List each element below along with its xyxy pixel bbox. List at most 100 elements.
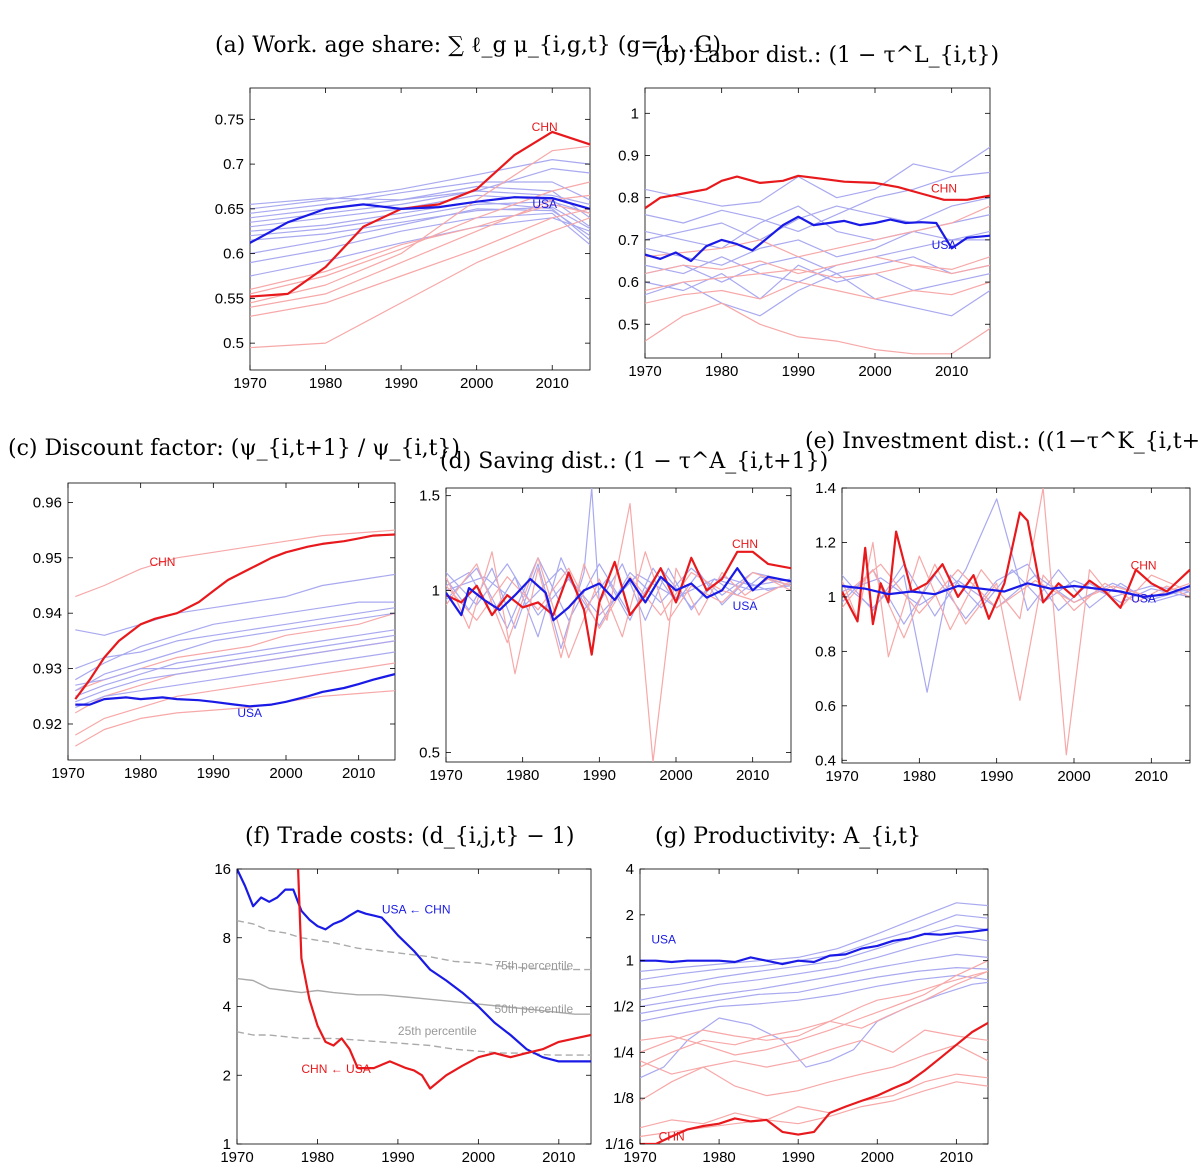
panel-c-label-usa: USA — [237, 706, 262, 720]
panel-g-series-chn — [640, 1021, 988, 1144]
panel-a-ytick-label: 0.75 — [215, 111, 244, 128]
panel-b-xtick-label: 1980 — [705, 363, 738, 380]
panel-c-series-group — [74, 529, 395, 747]
panel-a-series-usa_light-3 — [250, 194, 590, 228]
panel-g-xtick-label: 2000 — [861, 1149, 894, 1166]
panel-d-series-usa — [446, 567, 791, 622]
panel-b-ytick-label: 0.7 — [618, 232, 639, 249]
panel-d-series-china_light-9 — [446, 567, 791, 629]
panel-f-annotation-3: 50th percentile — [494, 1002, 573, 1016]
panel-b-ytick-label: 0.9 — [618, 148, 639, 165]
panel-a-xtick-label: 2010 — [536, 375, 569, 392]
panel-b-series-chn — [645, 174, 990, 210]
panel-f-annotation-2: 75th percentile — [494, 959, 573, 973]
panel-d-xtick-label: 2000 — [659, 767, 692, 784]
panel-d-ytick-label: 0.5 — [419, 744, 440, 761]
panel-f-xtick-label: 2010 — [542, 1149, 575, 1166]
panel-d: CHN USA 1970 1980 1990 2000 2010 0.5 1 1.5 — [419, 487, 792, 784]
panel-a-xtick-label: 1980 — [309, 375, 342, 392]
panel-f-ytick-label: 2 — [223, 1067, 231, 1084]
panel-a-ytick-label: 0.5 — [223, 335, 244, 352]
panel-e-series-usa — [842, 582, 1190, 598]
panel-a-series-usa_light-12 — [250, 217, 590, 277]
panel-g-series-china_light-13 — [640, 1073, 988, 1129]
panel-b-xtick-label: 1990 — [782, 363, 815, 380]
panel-c-series-usa_light-11 — [75, 640, 395, 703]
panel-d-xtick-label: 1980 — [506, 767, 539, 784]
panel-e-xtick-label: 1990 — [980, 768, 1013, 785]
panel-b-xtick-label: 2000 — [858, 363, 891, 380]
panel-g-xtick-label: 1980 — [702, 1149, 735, 1166]
panel-a-xtick-label: 2000 — [460, 375, 493, 392]
panel-e-series-group — [842, 488, 1190, 756]
panel-a-label-chn: CHN — [532, 120, 558, 134]
panel-g-series-usa_light-2 — [640, 902, 988, 972]
panel-f-series-25th-percentile — [237, 1031, 591, 1056]
panel-c: CHN USA 1970 1980 1990 2000 2010 0.92 0.93 0.94 0.… — [33, 482, 396, 782]
panel-e-series-china_light-7 — [842, 563, 1190, 701]
panel-e-ytick-label: 0.6 — [815, 698, 836, 715]
panel-a: CHN USA 1970 1980 1990 2000 2010 0.5 0.55 0.6 0.65… — [215, 87, 591, 392]
panel-e-ytick-label: 1 — [828, 589, 836, 606]
panel-e-xtick-label: 1980 — [903, 768, 936, 785]
panel-b-xtick-label: 1970 — [628, 363, 661, 380]
panel-d-series-chn — [446, 550, 791, 656]
panel-c-ytick-label: 0.95 — [33, 550, 62, 567]
panel-a-xtick-label: 1970 — [233, 375, 266, 392]
panel-f-xtick-label: 1970 — [220, 1149, 253, 1166]
panel-c-series-usa — [75, 673, 395, 708]
panel-c-series-chn — [74, 533, 395, 700]
panel-b-series-usa — [645, 215, 990, 263]
panel-d-series-usa_light-3 — [446, 557, 791, 638]
panel-b-label-chn: CHN — [931, 182, 957, 196]
panel-f-ytick-label: 4 — [223, 999, 231, 1016]
panel-f-series-chn-usa — [297, 869, 591, 1090]
panel-g-series-group — [640, 902, 988, 1144]
panel-c-series-usa_light-10 — [75, 629, 395, 697]
panel-f: USA ← CHN CHN ← USA 75th percentile 50th pe… — [214, 861, 592, 1166]
panel-d-label-usa: USA — [733, 599, 758, 613]
panel-c-ytick-label: 0.92 — [33, 716, 62, 733]
panel-b-series-group — [645, 146, 990, 355]
panel-e-ytick-label: 0.8 — [815, 643, 836, 660]
panel-g-label-chn: CHN — [659, 1129, 685, 1143]
panel-a-ytick-label: 0.65 — [215, 201, 244, 218]
panel-e-series-chn — [842, 511, 1190, 626]
panel-d-xtick-label: 2010 — [736, 767, 769, 784]
panel-c-ytick-label: 0.96 — [33, 494, 62, 511]
panel-a-series-usa_light-5 — [250, 181, 590, 214]
panel-a-series-usa_light-11 — [250, 212, 590, 264]
panel-f-series-usa-chn — [237, 869, 591, 1063]
panel-d-series-china_light-8 — [446, 551, 791, 659]
panel-a-series-group — [250, 130, 590, 349]
panel-g-xtick-label: 1990 — [781, 1149, 814, 1166]
panel-b-ytick-label: 0.5 — [618, 316, 639, 333]
panel-b-xtick-label: 2010 — [935, 363, 968, 380]
panel-f-series-50th-percentile — [237, 977, 591, 1015]
panel-c-series-china_light-3 — [75, 690, 395, 747]
panel-f-series-75th-percentile — [237, 920, 591, 971]
panel-g-series-china_light-12 — [640, 1029, 988, 1102]
panel-d-ytick-label: 1.5 — [419, 488, 440, 505]
panel-c-label-chn: CHN — [149, 555, 175, 569]
panel-g-series-china_light-16 — [640, 960, 988, 1056]
panel-a-ytick-label: 0.6 — [223, 246, 244, 263]
panel-g-series-usa_light-6 — [640, 953, 988, 1008]
panel-d-title: (d) Saving dist.: (1 − τ^A_{i,t+1}) — [440, 449, 828, 474]
panel-b-label-usa: USA — [932, 238, 957, 252]
panel-a-series-china_light-14 — [250, 217, 590, 349]
panel-c-series-usa_light-7 — [75, 573, 395, 636]
panel-b-series-china_light-13 — [645, 256, 990, 275]
panel-e-xtick-label: 2000 — [1057, 768, 1090, 785]
panel-e: CHN USA 1970 1980 1990 2000 2010 0.4 0.6 0.8 1 1.2 1… — [815, 480, 1191, 785]
panel-c-xtick-label: 2010 — [342, 765, 375, 782]
panel-g-ytick-label: 1/16 — [605, 1136, 634, 1153]
panel-c-series-usa_light-9 — [75, 612, 395, 692]
panel-f-annotation-0: USA ← CHN — [382, 903, 451, 917]
panel-d-label-chn: CHN — [732, 537, 758, 551]
panel-e-series-usa_light-3 — [842, 563, 1190, 625]
panel-g-series-usa_light-8 — [640, 974, 988, 1022]
panel-a-series-usa_light-13 — [250, 190, 590, 205]
